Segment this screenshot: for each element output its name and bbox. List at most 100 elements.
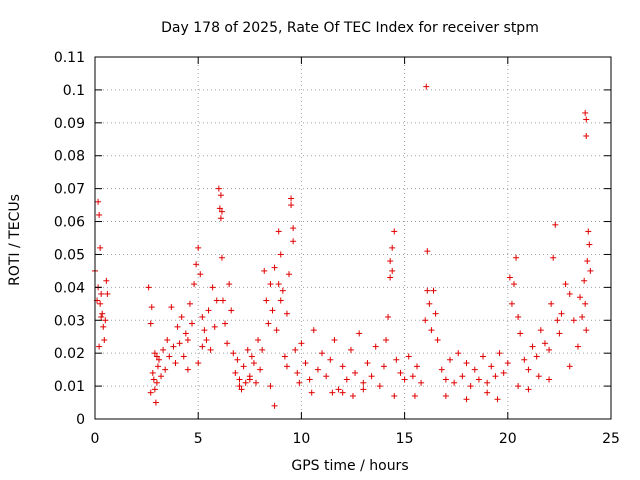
data-point xyxy=(216,205,223,212)
y-axis-label: ROTI / TECUs xyxy=(7,194,23,286)
data-point xyxy=(418,379,425,386)
data-point xyxy=(393,356,400,363)
data-point xyxy=(582,300,589,307)
data-point xyxy=(244,346,251,353)
data-point xyxy=(422,317,429,324)
grid-lines xyxy=(95,57,611,419)
data-point xyxy=(391,228,398,235)
data-point xyxy=(343,376,350,383)
data-point xyxy=(155,356,162,363)
data-point xyxy=(368,373,375,380)
data-point xyxy=(401,376,408,383)
data-point xyxy=(447,356,454,363)
data-point xyxy=(273,327,280,334)
data-point xyxy=(180,353,187,360)
data-point xyxy=(275,228,282,235)
data-point xyxy=(95,198,102,205)
data-point xyxy=(411,392,418,399)
data-point xyxy=(250,360,257,367)
data-point xyxy=(147,389,154,396)
data-point xyxy=(217,215,224,222)
data-point xyxy=(455,350,462,357)
data-point xyxy=(218,254,225,261)
y-tick-label: 0.11 xyxy=(54,50,85,66)
data-point xyxy=(96,211,103,218)
data-point xyxy=(166,353,173,360)
data-point xyxy=(103,277,110,284)
data-point xyxy=(329,389,336,396)
data-point xyxy=(319,350,326,357)
data-point xyxy=(492,373,499,380)
data-point xyxy=(98,313,105,320)
data-point xyxy=(413,363,420,370)
data-point xyxy=(160,346,167,353)
data-point xyxy=(515,313,522,320)
data-point xyxy=(500,369,507,376)
data-point xyxy=(184,337,191,344)
data-point xyxy=(271,264,278,271)
data-point xyxy=(195,360,202,367)
data-point xyxy=(387,274,394,281)
data-point xyxy=(442,392,449,399)
data-point xyxy=(189,320,196,327)
data-point xyxy=(364,360,371,367)
x-tick-label: 0 xyxy=(91,431,100,447)
data-point xyxy=(236,376,243,383)
data-point xyxy=(286,271,293,278)
data-point xyxy=(331,337,338,344)
data-point xyxy=(209,284,216,291)
data-point xyxy=(154,363,161,370)
data-point xyxy=(269,307,276,314)
data-point xyxy=(432,310,439,317)
data-point xyxy=(259,346,266,353)
data-point xyxy=(587,267,594,274)
data-point xyxy=(494,396,501,403)
data-point xyxy=(579,313,586,320)
data-point xyxy=(525,386,532,393)
data-point xyxy=(102,317,109,324)
data-point xyxy=(294,369,301,376)
data-point xyxy=(438,366,445,373)
data-point xyxy=(255,337,262,344)
data-point xyxy=(480,353,487,360)
data-point xyxy=(548,300,555,307)
data-points xyxy=(92,83,594,409)
y-tick-label: 0.1 xyxy=(63,83,85,99)
data-point xyxy=(582,109,589,116)
data-point xyxy=(434,337,441,344)
data-point xyxy=(267,281,274,288)
data-point xyxy=(164,337,171,344)
data-point xyxy=(242,379,249,386)
chart-title: Day 178 of 2025, Rate Of TEC Index for r… xyxy=(161,20,539,36)
data-point xyxy=(172,360,179,367)
data-point xyxy=(552,221,559,228)
data-point xyxy=(178,313,185,320)
data-point xyxy=(335,386,342,393)
data-point xyxy=(203,337,210,344)
data-point xyxy=(153,353,160,360)
y-tick-label: 0.04 xyxy=(54,280,85,296)
data-point xyxy=(356,330,363,337)
data-point xyxy=(306,376,313,383)
data-point xyxy=(405,353,412,360)
data-point xyxy=(153,379,160,386)
data-point xyxy=(283,310,290,317)
x-axis-label: GPS time / hours xyxy=(291,458,408,474)
data-point xyxy=(376,383,383,390)
data-point xyxy=(222,320,229,327)
data-point xyxy=(310,327,317,334)
data-point xyxy=(562,281,569,288)
x-tick-label: 15 xyxy=(396,431,414,447)
data-point xyxy=(218,208,225,215)
data-point xyxy=(529,343,536,350)
data-point xyxy=(510,281,517,288)
data-point xyxy=(584,258,591,265)
data-point xyxy=(290,225,297,232)
data-point xyxy=(248,353,255,360)
data-point xyxy=(546,376,553,383)
y-tick-label: 0.03 xyxy=(54,313,85,329)
data-point xyxy=(442,376,449,383)
data-point xyxy=(583,327,590,334)
y-tick-labels: 0 0.01 0.02 0.03 0.04 0.05 0.06 0.07 0.08 0.09 0.1… xyxy=(54,50,85,428)
